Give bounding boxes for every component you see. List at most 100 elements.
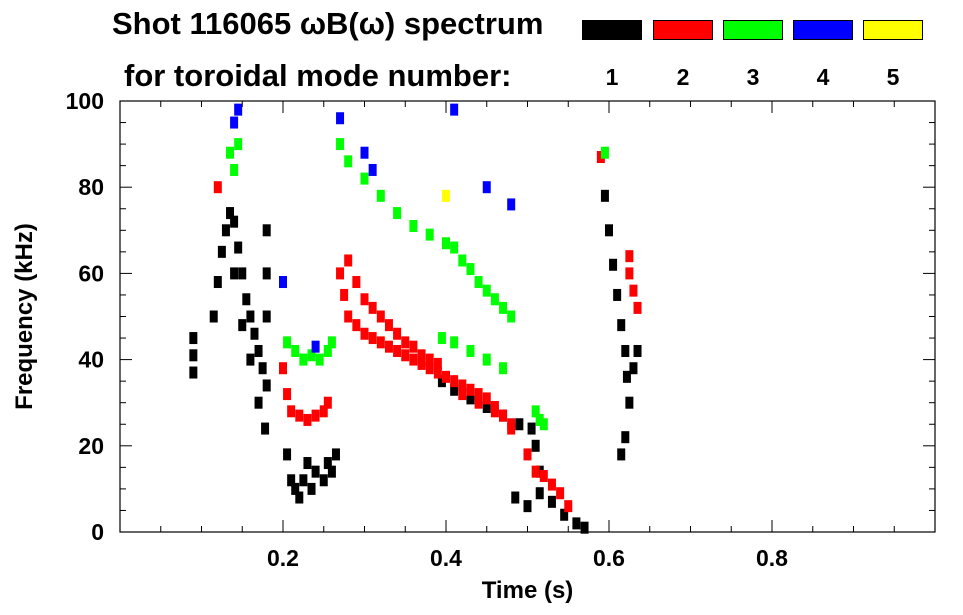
data-point-n=2-1 (279, 362, 287, 375)
legend-label-mode-5: 5 (886, 64, 900, 90)
data-point-n=1-24 (262, 310, 271, 323)
data-point-n=1-11 (242, 293, 251, 306)
data-point-n=1-55 (609, 258, 618, 271)
data-point-n=2-50 (539, 469, 548, 482)
data-point-n=1-14 (254, 344, 263, 357)
data-point-n=3-4 (291, 344, 300, 357)
data-point-n=2-46 (490, 405, 499, 418)
data-point-n=1-15 (258, 362, 267, 375)
data-point-n=3-7 (315, 353, 324, 366)
y-tick-label-2: 40 (78, 347, 104, 373)
data-point-n=2-58 (625, 250, 634, 263)
data-point-n=1-53 (600, 189, 609, 202)
data-point-n=1-39 (466, 392, 475, 405)
data-point-n=1-42 (515, 418, 524, 431)
data-point-n=3-16 (425, 228, 434, 241)
data-point-n=1-36 (331, 448, 340, 461)
legend-label-mode-3: 3 (746, 64, 760, 90)
data-point-n=1-33 (319, 474, 328, 487)
data-point-n=3-10 (336, 138, 345, 151)
data-point-n=1-57 (617, 319, 626, 332)
data-layer (189, 103, 642, 534)
data-point-n=3-11 (344, 155, 353, 168)
data-point-n=1-21 (261, 422, 270, 435)
data-point-n=1-8 (230, 215, 239, 228)
data-point-n=4-7 (450, 103, 459, 116)
data-point-n=1-49 (547, 495, 556, 508)
data-point-n=3-22 (482, 284, 491, 297)
x-tick-label-3: 0.8 (756, 545, 788, 571)
data-point-n=2-33 (352, 276, 361, 289)
data-point-n=4-1 (230, 116, 239, 129)
data-point-n=2-34 (360, 293, 369, 306)
data-point-n=1-35 (327, 465, 336, 478)
data-point-n=2-9 (336, 267, 345, 280)
data-point-n=1-13 (250, 327, 259, 340)
data-point-n=1-63 (629, 362, 638, 375)
x-tick-label-2: 0.6 (593, 545, 625, 571)
data-point-n=2-37 (384, 319, 393, 332)
data-point-n=1-16 (262, 379, 271, 392)
data-point-n=1-37 (437, 375, 446, 388)
data-point-n=2-0 (213, 181, 222, 194)
data-point-n=1-32 (311, 465, 320, 478)
data-point-n=5-0 (442, 189, 450, 202)
data-point-n=1-54 (605, 224, 613, 237)
data-point-n=1-29 (299, 474, 308, 487)
x-tick-label-1: 0.4 (430, 545, 462, 571)
y-tick-label-0: 0 (91, 519, 104, 545)
data-point-n=2-41 (417, 349, 426, 362)
data-point-n=2-47 (507, 422, 516, 435)
data-point-n=1-64 (633, 344, 642, 357)
data-point-n=3-5 (299, 353, 308, 366)
data-point-n=3-21 (474, 276, 483, 289)
data-point-n=2-48 (523, 448, 532, 461)
data-point-n=2-13 (360, 327, 369, 340)
data-point-n=3-20 (466, 263, 475, 276)
data-point-n=2-45 (474, 396, 483, 409)
data-point-n=2-4 (295, 409, 304, 422)
data-point-n=1-58 (621, 344, 630, 357)
data-point-n=2-18 (401, 349, 410, 362)
data-point-n=2-27 (474, 388, 483, 401)
legend-swatch-mode-5 (863, 20, 923, 40)
legend-label-mode-4: 4 (816, 64, 830, 90)
legend-label-mode-2: 2 (676, 64, 690, 90)
data-point-n=1-3 (209, 310, 218, 323)
data-point-n=1-20 (254, 396, 263, 409)
data-point-n=2-5 (303, 413, 312, 426)
data-point-n=2-25 (458, 379, 467, 392)
data-point-n=2-11 (344, 310, 353, 323)
series-n=2 (213, 151, 642, 513)
data-point-n=2-17 (393, 344, 402, 357)
data-point-n=1-43 (527, 422, 536, 435)
legend-swatch-mode-2 (653, 20, 713, 40)
data-point-n=3-18 (450, 241, 459, 254)
data-point-n=1-12 (246, 310, 255, 323)
data-point-n=1-40 (482, 401, 491, 414)
data-point-n=3-29 (482, 353, 491, 366)
data-point-n=3-28 (466, 344, 475, 357)
data-point-n=4-6 (368, 163, 377, 176)
data-point-n=3-17 (442, 237, 450, 250)
data-point-n=2-6 (311, 409, 320, 422)
data-point-n=1-30 (303, 457, 312, 470)
chart-title-line1: Shot 116065 ωB(ω) spectrum (112, 6, 544, 41)
data-point-n=3-15 (409, 219, 418, 232)
data-point-n=2-43 (433, 357, 442, 370)
data-point-n=3-32 (535, 413, 544, 426)
series-n=3 (226, 138, 609, 431)
data-point-n=3-27 (450, 336, 459, 349)
data-point-n=1-22 (262, 224, 271, 237)
data-point-n=2-14 (368, 332, 377, 345)
data-point-n=1-60 (625, 396, 634, 409)
data-point-n=2-36 (376, 310, 385, 323)
data-point-n=2-26 (466, 383, 475, 396)
data-point-n=4-8 (482, 181, 491, 194)
data-point-n=2-38 (393, 327, 402, 340)
data-point-n=1-46 (511, 491, 520, 504)
data-point-n=2-19 (409, 353, 418, 366)
data-point-n=2-2 (283, 388, 292, 401)
data-point-n=2-55 (625, 267, 634, 280)
